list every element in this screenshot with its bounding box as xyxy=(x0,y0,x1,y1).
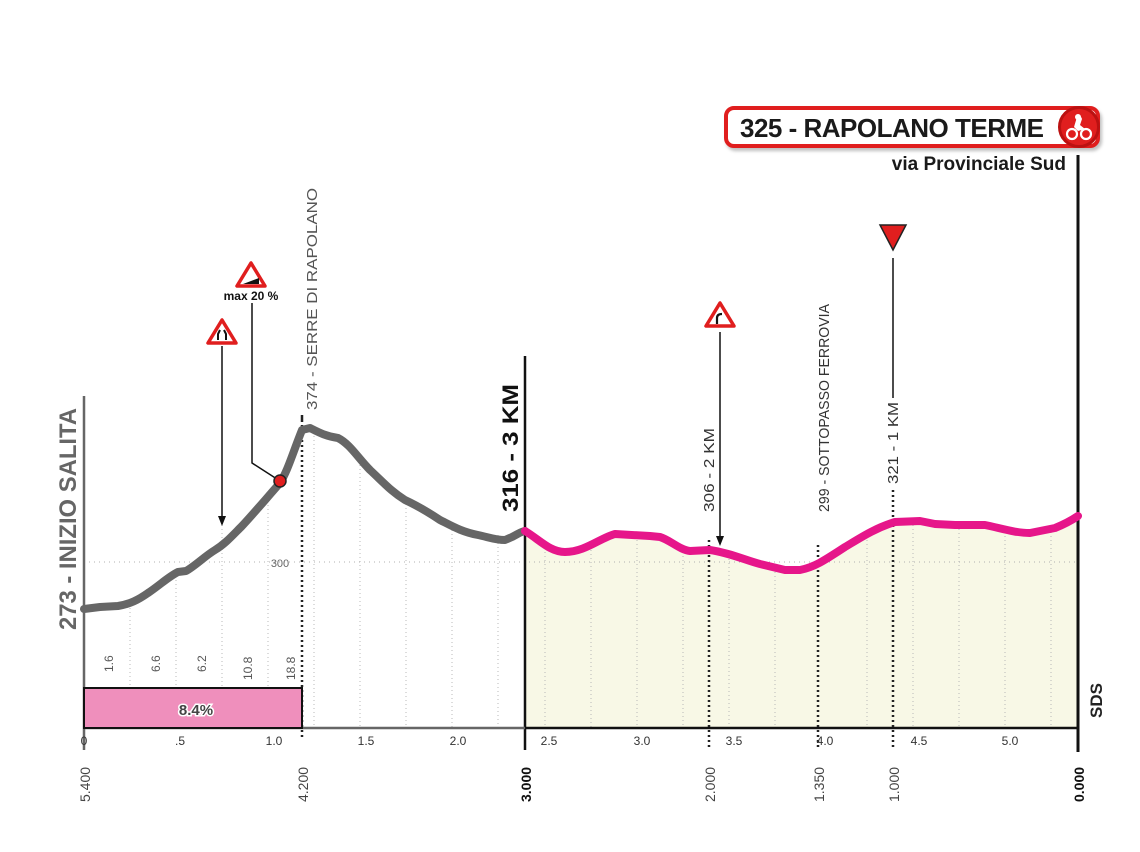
finish-banner: 325 - RAPOLANO TERME xyxy=(724,106,1100,148)
x-tick: 2.5 xyxy=(541,734,558,748)
segment-gradient: 18.8 xyxy=(284,656,298,680)
x-tick: 2.0 xyxy=(450,734,467,748)
final-profile-line xyxy=(521,512,1082,574)
remaining-km: 1.350 xyxy=(811,767,827,802)
gradient-bar xyxy=(83,687,303,729)
remaining-km: 5.400 xyxy=(77,767,93,802)
red-triangle-flamme-rouge-icon xyxy=(878,224,908,398)
x-tick: 4.0 xyxy=(817,734,834,748)
x-tick: 4.5 xyxy=(911,734,928,748)
remaining-km: 0.000 xyxy=(1071,767,1087,802)
x-tick: .5 xyxy=(175,734,185,748)
average-gradient-label: 8.4% xyxy=(179,702,213,719)
segment-gradient: 6.2 xyxy=(195,655,209,672)
road-narrows-icon xyxy=(206,318,238,526)
right-curve-icon xyxy=(704,301,736,546)
three-km-label: 316 - 3 KM xyxy=(498,384,523,512)
x-tick: 1.0 xyxy=(266,734,283,748)
x-tick: 1.5 xyxy=(358,734,375,748)
segment-gradient: 6.6 xyxy=(149,655,163,672)
brand-logo: SDS xyxy=(1087,683,1106,718)
remaining-km: 4.200 xyxy=(295,767,311,802)
summit-label: 374 - SERRE DI RAPOLANO xyxy=(304,188,321,410)
remaining-km: 1.000 xyxy=(886,767,902,802)
elevation-300-label: 300 xyxy=(271,558,289,570)
remaining-km-labels: 5.400 4.200 3.000 2.000 1.350 1.000 0.00… xyxy=(77,767,1087,802)
segment-gradient: 10.8 xyxy=(241,656,255,680)
two-km-label: 306 - 2 KM xyxy=(701,428,718,512)
max-gradient-point xyxy=(273,474,287,488)
x-tick: 5.0 xyxy=(1002,734,1019,748)
x-tick: 3.0 xyxy=(634,734,651,748)
climb-profile-line xyxy=(80,424,529,613)
segment-gradient: 1.6 xyxy=(102,655,116,672)
x-tick: 0 xyxy=(81,734,88,748)
max-gradient-label: max 20 % xyxy=(224,289,279,303)
x-axis-ticks: 0 .5 1.0 1.5 2.0 2.5 3.0 3.5 4.0 4.5 5.0 xyxy=(81,734,1019,748)
x-tick: 3.5 xyxy=(726,734,743,748)
gradient-segment-labels: 1.6 6.6 6.2 10.8 18.8 xyxy=(102,655,298,680)
cyclist-finish-icon xyxy=(1058,106,1100,148)
max-gradient-leader xyxy=(251,303,281,482)
underpass-label: 299 - SOTTOPASSO FERROVIA xyxy=(816,304,833,512)
vertical-gridlines xyxy=(129,436,1052,728)
remaining-km: 3.000 xyxy=(518,767,534,802)
one-km-label: 321 - 1 KM xyxy=(885,402,902,484)
start-label: 273 - INIZIO SALITA xyxy=(55,408,82,630)
finish-title: 325 - RAPOLANO TERME xyxy=(740,113,1044,143)
finish-street: via Provinciale Sud xyxy=(891,154,1066,175)
steep-gradient-icon xyxy=(235,261,267,288)
final-area-fill xyxy=(525,516,1078,728)
key-point-markers xyxy=(300,420,895,748)
remaining-km: 2.000 xyxy=(702,767,718,802)
